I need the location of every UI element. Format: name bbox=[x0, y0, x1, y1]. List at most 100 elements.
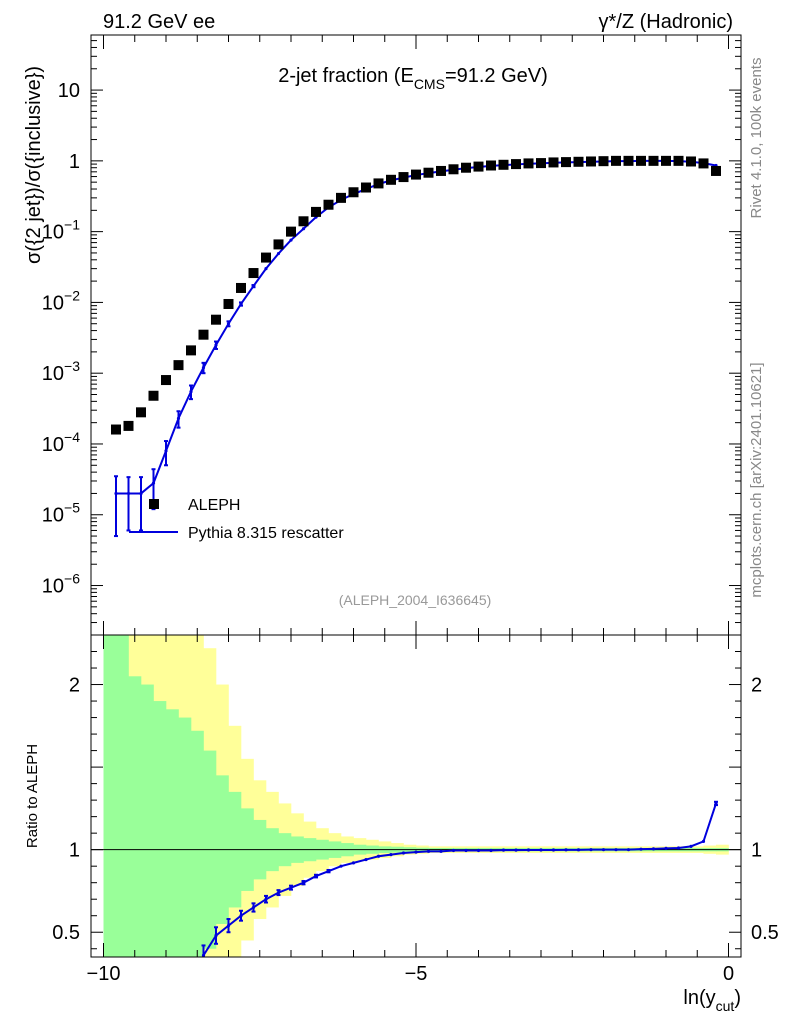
y-tick-label: 10−2 bbox=[42, 287, 80, 314]
band-inner-bin bbox=[166, 709, 179, 957]
data-point bbox=[686, 156, 696, 167]
ratio-point bbox=[689, 844, 693, 848]
ratio-x-tick-labels: −10 −5 0 bbox=[87, 963, 735, 985]
ratio-point bbox=[651, 847, 656, 851]
ratio-point bbox=[476, 848, 481, 853]
data-point bbox=[548, 157, 559, 168]
data-point bbox=[161, 375, 171, 386]
data-point bbox=[673, 155, 684, 166]
ratio-point bbox=[701, 839, 706, 844]
rivet-label: Rivet 4.1.0, 100k events bbox=[748, 58, 765, 219]
data-point bbox=[361, 182, 371, 193]
ratio-point bbox=[464, 848, 468, 853]
data-point bbox=[636, 155, 646, 166]
main-y-tick-labels: 10−6 10−5 10−4 10−3 10−2 10−1 1 10 bbox=[42, 80, 80, 597]
data-point bbox=[186, 345, 196, 356]
ratio-point bbox=[589, 848, 593, 852]
data-point bbox=[311, 206, 321, 217]
ratio-point bbox=[626, 848, 631, 852]
data-point bbox=[273, 239, 284, 250]
ratio-point bbox=[639, 847, 643, 851]
main-plot: 10−6 10−5 10−4 10−3 10−2 10−1 1 10 2-jet fracti… bbox=[23, 34, 742, 636]
data-point bbox=[111, 424, 121, 435]
data-point bbox=[261, 252, 271, 263]
mcplots-label: mcplots.cern.ch [arXiv:2401.10621] bbox=[748, 362, 765, 597]
data-point bbox=[586, 156, 596, 167]
data-point bbox=[486, 160, 496, 171]
mc-line bbox=[116, 159, 717, 495]
data-points bbox=[111, 155, 721, 435]
data-point bbox=[348, 187, 359, 198]
data-point bbox=[498, 159, 509, 170]
ratio-plot: 0.5 1 2 0.5 1 2 −10 −5 0 Ratio to ALEPH ln(ycut… bbox=[24, 634, 779, 1014]
mc-point bbox=[226, 322, 231, 326]
ratio-point bbox=[351, 861, 356, 865]
main-frame bbox=[90, 34, 742, 636]
ratio-point bbox=[664, 846, 668, 850]
data-point bbox=[511, 159, 521, 170]
data-point bbox=[648, 155, 659, 166]
ratio-point bbox=[414, 850, 418, 854]
ratio-y-tick-label: 2 bbox=[69, 675, 80, 697]
mc-point bbox=[251, 284, 256, 288]
ratio-y-tick-label-right: 2 bbox=[751, 675, 762, 697]
mc-points bbox=[114, 159, 718, 496]
data-point bbox=[173, 360, 184, 371]
ratio-x-ticks bbox=[103, 635, 729, 957]
data-point bbox=[461, 162, 471, 173]
y-tick-label: 10−5 bbox=[42, 500, 80, 527]
y-tick-label: 10−3 bbox=[42, 358, 80, 385]
mc-point bbox=[126, 491, 131, 496]
data-point bbox=[323, 199, 334, 210]
mc-point bbox=[189, 389, 193, 394]
data-point bbox=[148, 390, 159, 401]
data-point bbox=[123, 420, 134, 431]
data-point bbox=[523, 158, 534, 169]
main-y-axis-label: σ({2 jet})/σ({inclusive}) bbox=[23, 66, 45, 264]
mc-point bbox=[239, 302, 243, 306]
data-point bbox=[398, 172, 409, 183]
band-inner-bin bbox=[191, 730, 204, 957]
data-point bbox=[236, 282, 246, 293]
ratio-point bbox=[214, 933, 218, 938]
ratio-point bbox=[326, 869, 331, 873]
x-tick-label: −10 bbox=[87, 963, 121, 985]
ratio-point bbox=[539, 848, 543, 852]
data-point bbox=[661, 155, 671, 166]
ratio-point bbox=[714, 801, 718, 806]
mc-point bbox=[164, 449, 168, 453]
mc-point bbox=[301, 227, 306, 231]
legend: ALEPH Pythia 8.315 rescatter bbox=[129, 497, 344, 542]
data-point bbox=[411, 169, 421, 180]
ratio-point bbox=[264, 897, 268, 901]
ratio-y-tick-labels: 0.5 1 2 0.5 1 2 bbox=[52, 675, 779, 945]
data-point bbox=[611, 155, 621, 166]
legend-data-marker bbox=[149, 499, 159, 509]
legend-mc-label: Pythia 8.315 rescatter bbox=[188, 525, 344, 542]
data-point bbox=[623, 155, 634, 166]
ratio-point bbox=[614, 848, 618, 852]
data-point bbox=[198, 329, 209, 340]
mc-point bbox=[276, 251, 281, 256]
data-point bbox=[298, 216, 309, 227]
ratio-point bbox=[251, 905, 256, 910]
ratio-point bbox=[376, 854, 381, 858]
data-point bbox=[448, 164, 459, 175]
ratio-y-axis-label: Ratio to ALEPH bbox=[24, 744, 41, 848]
mc-point bbox=[176, 416, 181, 420]
mc-point bbox=[114, 491, 118, 496]
ratio-point bbox=[239, 914, 243, 918]
main-y-ticks bbox=[91, 34, 741, 636]
ratio-y-ticks bbox=[91, 634, 741, 950]
ratio-point bbox=[601, 848, 606, 852]
legend-data-label: ALEPH bbox=[188, 497, 240, 514]
data-point bbox=[136, 407, 146, 418]
data-point bbox=[436, 165, 446, 176]
y-tick-label: 10−4 bbox=[42, 429, 80, 456]
ratio-point bbox=[489, 848, 493, 853]
main-title: 2-jet fraction (ECMS=91.2 GeV) bbox=[278, 65, 548, 92]
ratio-point bbox=[426, 849, 431, 853]
data-point bbox=[473, 161, 484, 172]
